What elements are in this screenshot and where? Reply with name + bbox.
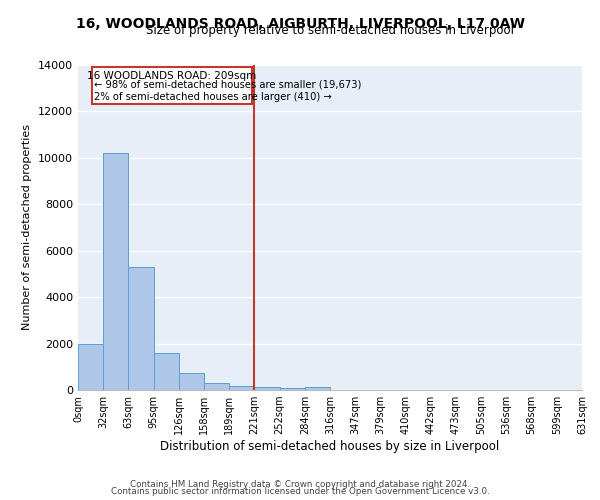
Text: ← 98% of semi-detached houses are smaller (19,673): ← 98% of semi-detached houses are smalle… <box>94 79 362 89</box>
X-axis label: Distribution of semi-detached houses by size in Liverpool: Distribution of semi-detached houses by … <box>160 440 500 453</box>
Bar <box>179 372 204 390</box>
Text: 16, WOODLANDS ROAD, AIGBURTH, LIVERPOOL, L17 0AW: 16, WOODLANDS ROAD, AIGBURTH, LIVERPOOL,… <box>76 18 524 32</box>
Bar <box>305 387 330 390</box>
Bar <box>103 153 128 390</box>
Text: Contains HM Land Registry data © Crown copyright and database right 2024.: Contains HM Land Registry data © Crown c… <box>130 480 470 489</box>
Bar <box>128 267 154 390</box>
Text: 2% of semi-detached houses are larger (410) →: 2% of semi-detached houses are larger (4… <box>94 92 332 102</box>
FancyBboxPatch shape <box>92 68 252 104</box>
Bar <box>229 386 254 390</box>
Title: Size of property relative to semi-detached houses in Liverpool: Size of property relative to semi-detach… <box>146 24 514 38</box>
Bar <box>78 344 103 390</box>
Y-axis label: Number of semi-detached properties: Number of semi-detached properties <box>22 124 32 330</box>
Text: 16 WOODLANDS ROAD: 209sqm: 16 WOODLANDS ROAD: 209sqm <box>87 71 256 81</box>
Text: Contains public sector information licensed under the Open Government Licence v3: Contains public sector information licen… <box>110 487 490 496</box>
Bar <box>154 353 179 390</box>
Bar <box>254 387 280 390</box>
Bar <box>204 383 229 390</box>
Bar <box>280 388 305 390</box>
